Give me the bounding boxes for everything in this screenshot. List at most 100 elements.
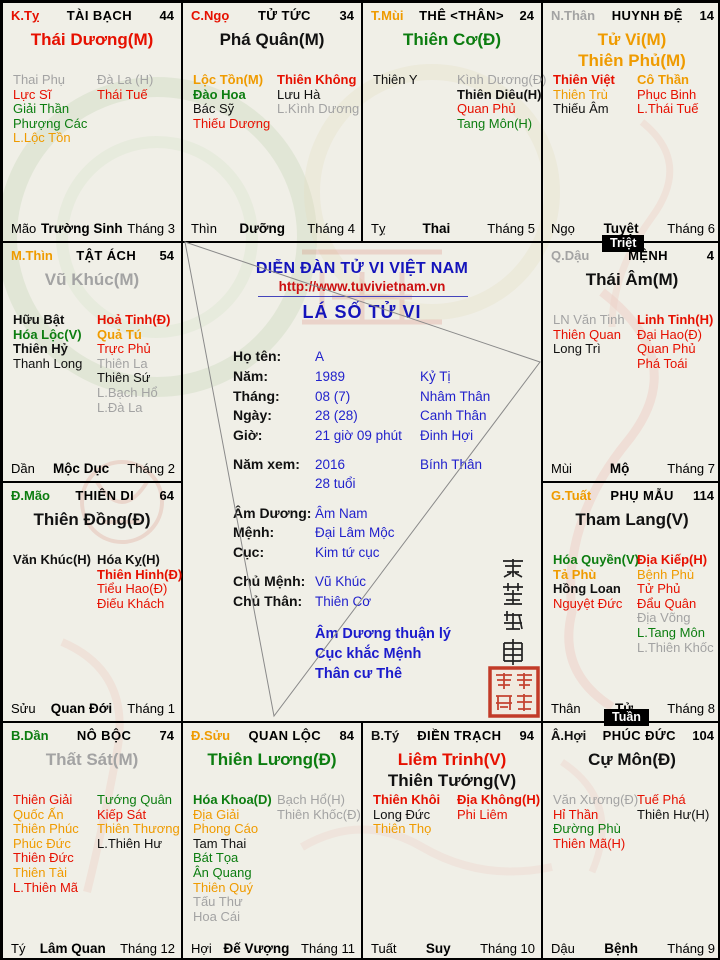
info-value-lunar: Canh Thân (420, 408, 487, 424)
house-header: Â.Hợi PHÚC ĐỨC 104 (551, 728, 714, 743)
minor-star: Thiên Khôi (373, 792, 441, 807)
house-header: B.Tý ĐIỀN TRẠCH 94 (371, 728, 534, 743)
minor-star: Hóa Lộc(V) (13, 326, 82, 342)
minor-star: Thiên Quý (193, 879, 253, 895)
minor-star: Thiếu Âm (553, 101, 609, 117)
major-star: Vũ Khúc(M) (44, 270, 140, 289)
life-stage-label: Lâm Quan (39, 941, 106, 956)
title-divider (258, 296, 468, 297)
minor-star: Thiên Tài (13, 864, 67, 880)
house-name: TỬ TỨC (257, 8, 311, 23)
minor-star: Phượng Các (13, 115, 88, 131)
major-star: Thái Âm(M) (585, 270, 679, 289)
minor-star: Kiếp Sát (97, 806, 147, 822)
minor-star: Địa Giải (193, 806, 240, 822)
house-footer: Ngọ Tuyệt Tháng 6 (551, 221, 715, 236)
minor-star: Tang Môn(H) (457, 115, 533, 131)
minor-star: Tuế Phá (637, 792, 686, 807)
forum-url-link[interactable]: http://www.tuvivietnam.vn (278, 279, 446, 294)
life-stage-label: Thai (422, 221, 451, 236)
cycle-number: 34 (339, 8, 354, 23)
info-label: Chủ Mệnh: (233, 572, 306, 589)
minor-star: Thiên Mã(H) (553, 835, 626, 851)
info-row: Chủ Mệnh: Vũ Khúc (233, 573, 537, 593)
major-star: Cự Môn(Đ) (588, 750, 676, 769)
house-no-boc: B.Dần NÔ BỘC 74 Thất Sát(M) Thiên Giải Quốc Ấ… (2, 722, 182, 958)
info-value: Thiên Cơ (315, 593, 372, 609)
major-stars: Tử Vi(M) Thiên Phủ(M) (543, 29, 718, 71)
major-stars: Thất Sát(M) (3, 749, 181, 770)
minor-star: Hoả Tinh(Đ) (97, 312, 171, 327)
branch-label: Sửu (11, 701, 36, 716)
major-stars: Thiên Đồng(Đ) (3, 509, 181, 530)
cycle-number: 114 (693, 488, 714, 503)
minor-star: Tướng Quân (97, 792, 173, 807)
house-header: G.Tuất PHỤ MẪU 114 (551, 488, 714, 503)
house-name: NÔ BỘC (76, 728, 132, 743)
major-stars: Liêm Trinh(V) Thiên Tướng(V) (363, 749, 541, 791)
minor-star: Đà La (H) (97, 72, 154, 87)
house-footer: Tuất Suy Tháng 10 (371, 941, 535, 956)
life-stage-label: Suy (425, 941, 451, 956)
cycle-number: 24 (519, 8, 534, 23)
major-stars: Phá Quân(M) (183, 29, 361, 50)
minor-star: Thiên Việt (553, 72, 615, 87)
cycle-number: 74 (159, 728, 174, 743)
minor-star: Tiểu Hao(Đ) (97, 581, 168, 597)
house-tai-bach: K.Tỵ TÀI BẠCH 44 Thái Dương(M) Thai Phụ Lực S… (2, 2, 182, 242)
month-label: Tháng 6 (667, 221, 715, 236)
month-label: Tháng 7 (667, 461, 715, 476)
life-stage-label: Mộ (609, 461, 630, 476)
minor-star-column: Thiên Khôi Long Đức Thiên Thọ (373, 792, 457, 837)
minor-star: L.Thiên Hư (97, 835, 163, 851)
month-label: Tháng 9 (667, 941, 715, 956)
minor-star-column: Tuế Phá Thiên Hư(H) (637, 792, 718, 822)
month-label: Tháng 1 (127, 701, 175, 716)
birth-info-table: Họ tên: A Năm: 1989 Kỷ Tị Tháng: 08 (7) Nhâm Th… (233, 348, 537, 684)
house-footer: Tỵ Thai Tháng 5 (371, 221, 535, 236)
info-value: 28 tuổi (315, 475, 356, 491)
minor-star: Quan Phủ (457, 101, 516, 117)
info-row: Năm: 1989 Kỷ Tị (233, 368, 537, 388)
minor-star: Linh Tinh(H) (637, 312, 714, 327)
branch-label: Ngọ (551, 221, 575, 236)
minor-star-column: Tướng Quân Kiếp Sát Thiên Thương L.Thiên Hư (97, 792, 181, 851)
life-stage-label: Bệnh (604, 941, 638, 956)
info-value: Âm Nam (315, 505, 368, 521)
branch-label: Hợi (191, 941, 212, 956)
major-stars: Tham Lang(V) (543, 509, 718, 530)
tuan-badge: Tuần (604, 709, 649, 726)
major-star: Tham Lang(V) (575, 510, 689, 529)
house-dien-trach: B.Tý ĐIỀN TRẠCH 94 Liêm Trinh(V) Thiên Tướng… (362, 722, 542, 958)
calligraphy-vertical-text (503, 559, 523, 665)
minor-star-column: Bạch Hổ(H) Thiên Khốc(Đ) (277, 792, 361, 822)
minor-star: Long Trì (553, 341, 601, 357)
minor-star-column: Hóa Khoa(D) Địa Giải Phong Cáo Tam Thai Bát … (193, 792, 277, 924)
life-stage-label: Trường Sinh (40, 221, 123, 236)
stem-branch-label: T.Mùi (371, 8, 404, 23)
minor-star: Thiên Khốc(Đ) (277, 806, 361, 822)
minor-star: Phục Binh (637, 86, 697, 102)
info-value-lunar: Bính Thân (420, 456, 483, 472)
info-row: Tháng: 08 (7) Nhâm Thân (233, 388, 537, 408)
house-the-than: T.Mùi THÊ <THÂN> 24 Thiên Cơ(Đ) Thiên Y Kình … (362, 2, 547, 242)
info-label: Tháng: (233, 387, 280, 404)
house-phu-mau: G.Tuất PHỤ MẪU 114 Tham Lang(V) Hóa Quyền(V)… (542, 482, 718, 722)
cycle-number: 4 (706, 248, 714, 263)
minor-star: L.Bạch Hổ (97, 384, 158, 400)
minor-star: Hóa Khoa(D) (193, 792, 272, 807)
house-header: N.Thân HUYNH ĐỆ 14 (551, 8, 714, 23)
minor-star: L.Đà La (97, 399, 143, 415)
minor-star: Thiên La (97, 355, 148, 371)
minor-star: Kình Dương(Đ) (457, 72, 547, 87)
minor-star: L.Thái Tuế (637, 101, 699, 117)
stem-branch-label: B.Dần (11, 728, 49, 743)
minor-star: L.Tang Môn (637, 624, 705, 640)
minor-star: Thiên Giải (13, 792, 73, 807)
minor-star: Quan Phủ (637, 341, 696, 357)
minor-star: Tam Thai (193, 835, 247, 851)
house-footer: Dậu Bệnh Tháng 9 (551, 941, 715, 956)
branch-label: Thân (551, 701, 581, 716)
minor-star: Điếu Khách (97, 595, 165, 611)
minor-star: Tả Phù (553, 566, 597, 582)
